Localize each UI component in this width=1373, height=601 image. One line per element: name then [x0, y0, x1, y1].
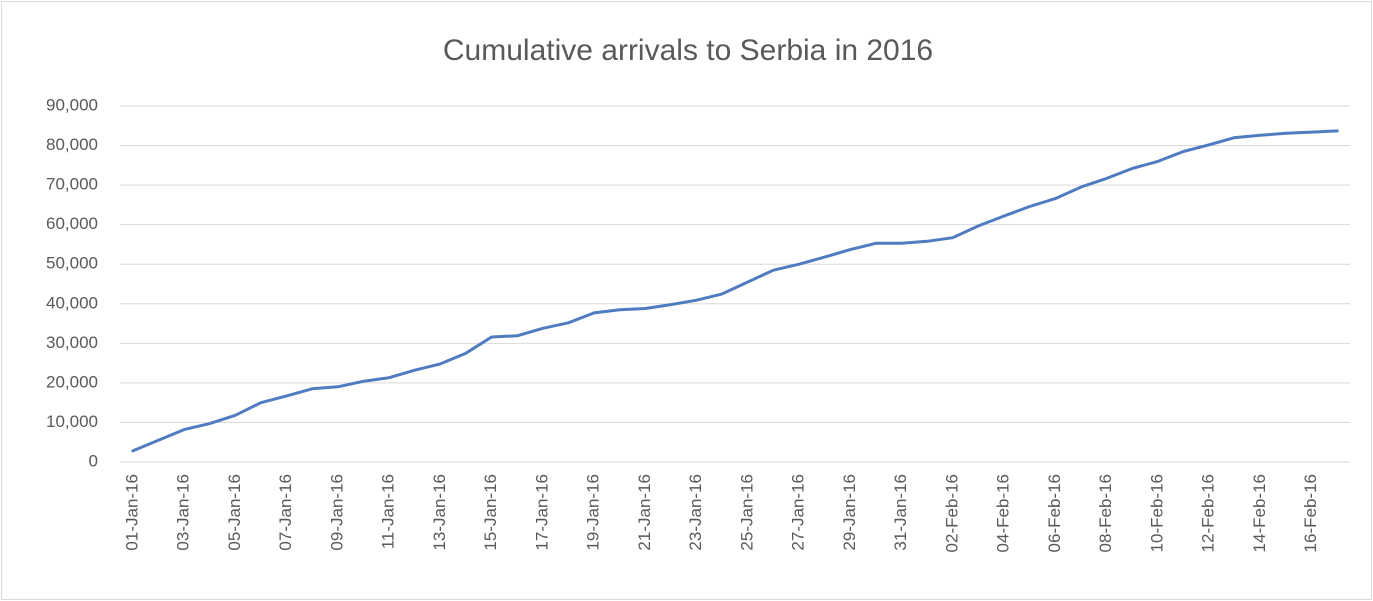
x-tick-label: 10-Feb-16	[1147, 474, 1166, 552]
x-tick-label: 06-Feb-16	[1045, 474, 1064, 552]
y-tick-label: 80,000	[46, 135, 98, 154]
y-tick-label: 20,000	[46, 372, 98, 391]
x-tick-label: 25-Jan-16	[737, 474, 756, 551]
x-tick-label: 16-Feb-16	[1301, 474, 1320, 552]
x-tick-label: 29-Jan-16	[840, 474, 859, 551]
y-tick-label: 0	[89, 451, 98, 470]
x-tick-label: 27-Jan-16	[789, 474, 808, 551]
x-tick-label: 04-Feb-16	[994, 474, 1013, 552]
y-tick-label: 60,000	[46, 214, 98, 233]
x-tick-label: 12-Feb-16	[1199, 474, 1218, 552]
x-tick-label: 19-Jan-16	[584, 474, 603, 551]
x-tick-label: 02-Feb-16	[942, 474, 961, 552]
x-tick-label: 01-Jan-16	[122, 474, 141, 551]
x-tick-label: 08-Feb-16	[1096, 474, 1115, 552]
x-tick-label: 11-Jan-16	[379, 474, 398, 549]
x-tick-label: 23-Jan-16	[686, 474, 705, 551]
line-series	[131, 129, 1339, 453]
y-tick-label: 50,000	[46, 254, 98, 273]
x-tick-label: 07-Jan-16	[276, 474, 295, 551]
chart-title: Cumulative arrivals to Serbia in 2016	[443, 34, 933, 67]
y-tick-label: 30,000	[46, 333, 98, 352]
x-tick-label: 15-Jan-16	[481, 474, 500, 551]
x-tick-label: 03-Jan-16	[174, 474, 193, 551]
y-tick-label: 40,000	[46, 293, 98, 312]
x-tick-label: 13-Jan-16	[430, 474, 449, 551]
x-tick-label: 14-Feb-16	[1250, 474, 1269, 552]
y-tick-label: 10,000	[46, 412, 98, 431]
y-tick-label: 70,000	[46, 175, 98, 194]
x-tick-label: 09-Jan-16	[327, 474, 346, 551]
x-tick-label: 21-Jan-16	[635, 474, 654, 551]
x-tick-label: 05-Jan-16	[225, 474, 244, 551]
y-tick-label: 90,000	[46, 95, 98, 114]
x-tick-label: 31-Jan-16	[891, 474, 910, 551]
x-tick-label: 17-Jan-16	[532, 474, 551, 551]
